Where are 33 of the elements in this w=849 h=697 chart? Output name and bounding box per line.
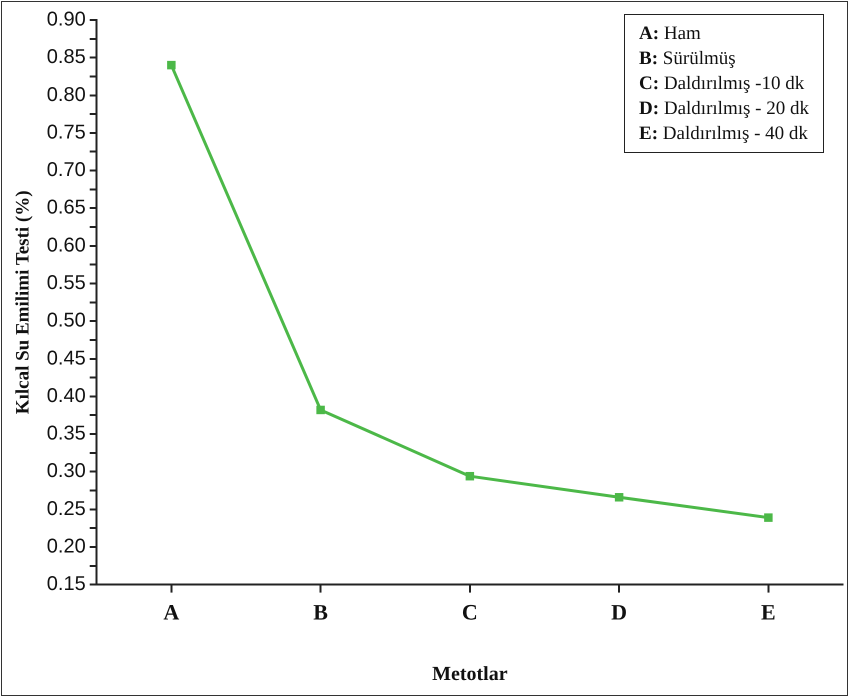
x-tick-label: D [611, 599, 628, 624]
y-tick-label: 0.45 [46, 347, 86, 370]
y-tick-label: 0.80 [46, 84, 86, 106]
point [614, 493, 624, 502]
y-tick-label: 0.90 [46, 8, 86, 31]
y-tick-label: 0.40 [46, 384, 86, 407]
x-tick-label: E [761, 599, 776, 624]
annotation: A: Ham [639, 22, 702, 46]
y-tick-label: 0.65 [46, 196, 86, 219]
y-tick-label: 0.85 [46, 46, 86, 68]
x-tick-label: C [462, 599, 478, 624]
y-tick-label: 0.50 [46, 310, 86, 332]
y-tick-label: 0.55 [46, 272, 86, 294]
x-axis-title: Metotlar [432, 663, 508, 686]
y-tick-label: 0.20 [46, 535, 86, 558]
annotation: D: Daldırılmış - 20 dk [639, 97, 809, 121]
point [316, 406, 325, 414]
y-tick-label: 0.15 [46, 573, 86, 596]
y-tick-label: 0.30 [46, 460, 86, 482]
y-axis-title: Kılcal Su Emilimi Testi (%) [12, 190, 34, 414]
y-tick-label: 0.70 [46, 159, 86, 182]
annotation: E: Daldırılmış - 40 dk [639, 122, 809, 146]
x-tick-label: A [163, 599, 180, 624]
y-tick-label: 0.35 [46, 422, 86, 445]
point [167, 60, 176, 70]
y-tick-label: 0.60 [46, 234, 86, 256]
annotation: C: Daldırılmış -10 dk [639, 72, 806, 96]
point [466, 472, 474, 480]
point [764, 513, 773, 522]
y-tick-label: 0.25 [46, 498, 86, 520]
y-tick-label: 0.75 [46, 121, 86, 144]
annotation: B: Sürülmüş [639, 47, 737, 71]
x-tick-label: B [313, 599, 328, 624]
